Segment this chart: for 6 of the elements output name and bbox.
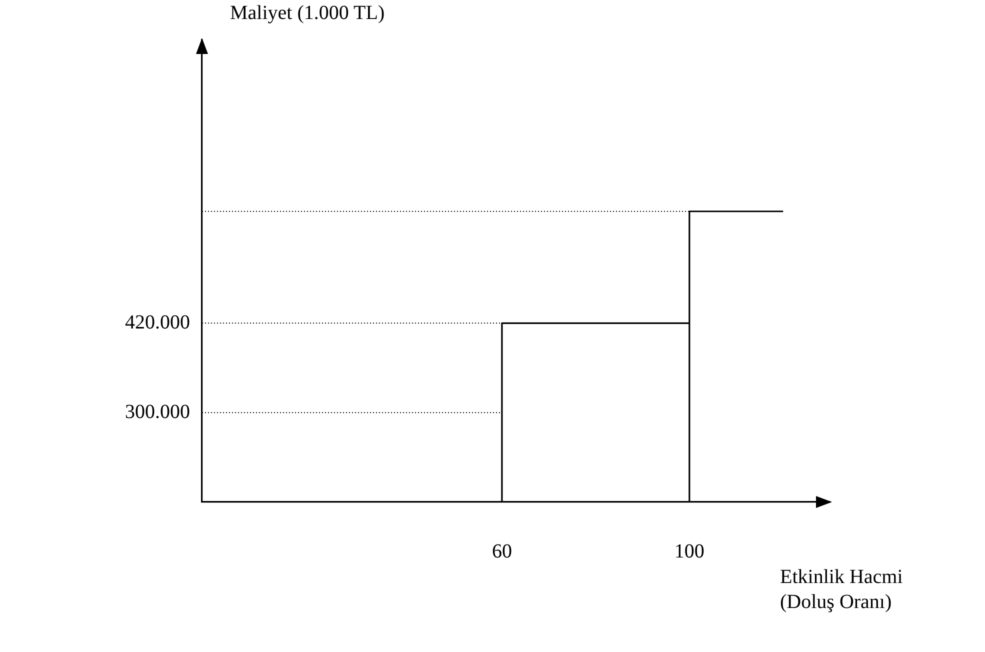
- y-axis-title: Maliyet (1.000 TL): [230, 2, 385, 25]
- x-axis-title: Etkinlik Hacmi (Doluş Oranı): [780, 565, 904, 615]
- x-tick-label: 60: [492, 540, 512, 562]
- y-tick-label: 300.000: [125, 400, 190, 423]
- y-tick-label: 420.000: [125, 311, 190, 334]
- x-tick-label: 100: [674, 540, 704, 562]
